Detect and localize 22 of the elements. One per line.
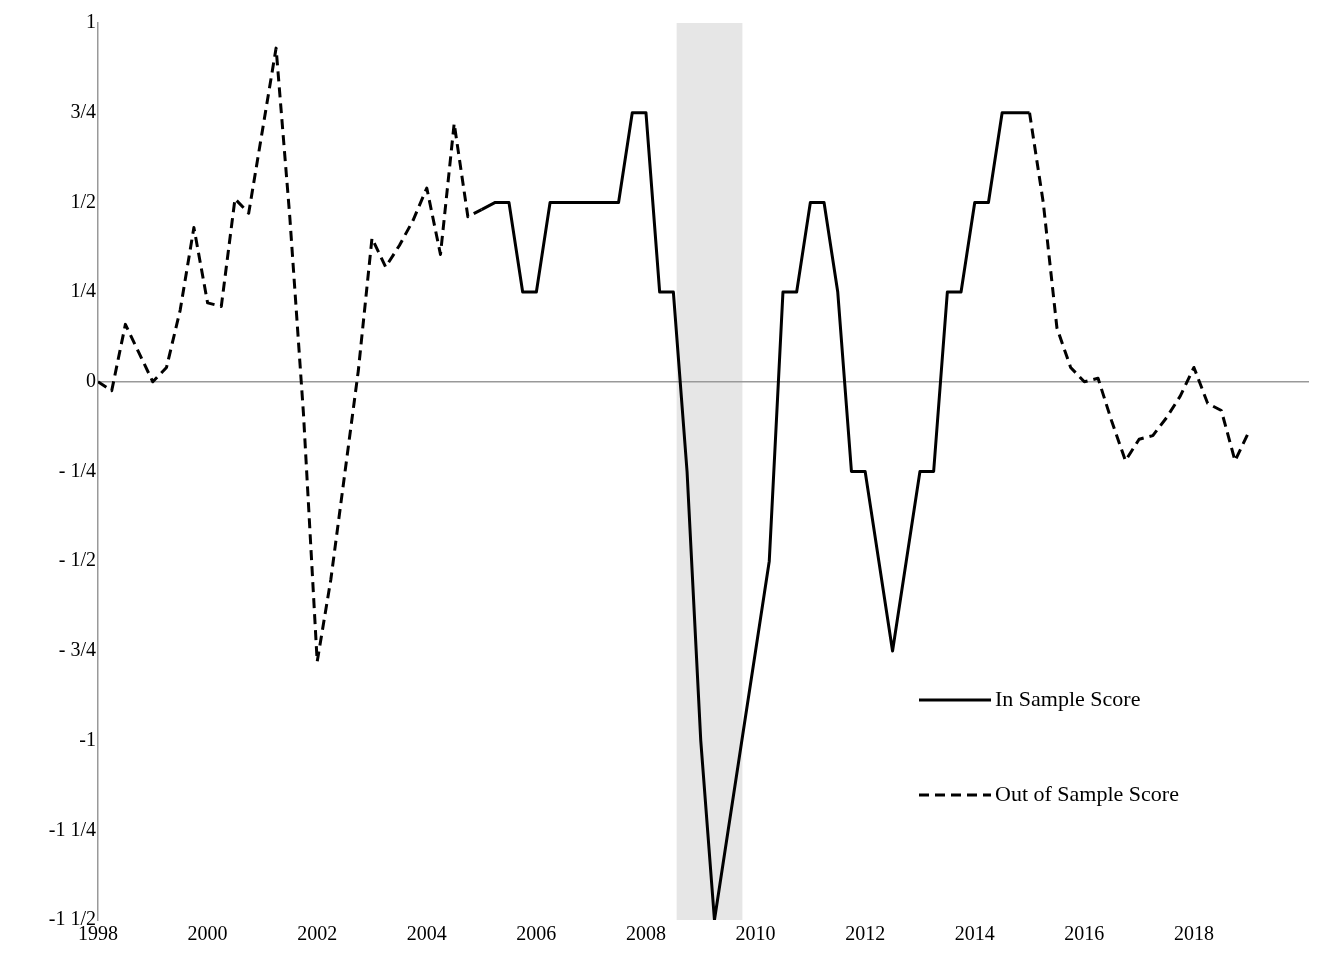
y-tick-label: 3/4 [70,99,96,122]
x-tick-label: 2014 [954,922,995,945]
legend-label: In Sample Score [995,685,1141,711]
y-tick-label: 1 [86,10,96,33]
x-tick-label: 2006 [516,922,557,945]
y-tick-label: 1/2 [70,189,96,212]
legend-label: Out of Sample Score [995,780,1179,806]
y-tick-label: 1/4 [70,279,96,302]
x-tick-label: 2016 [1064,922,1105,945]
x-tick-label: 2010 [735,922,776,945]
y-tick-label: 0 [86,369,96,392]
y-tick-label: - 3/4 [58,638,96,661]
y-tick-label: -1 [79,727,96,750]
x-tick-label: 2000 [187,922,228,945]
y-tick-label: - 1/2 [58,548,96,571]
x-tick-label: 2004 [406,922,447,945]
y-tick-label: - 1/4 [58,458,96,481]
x-tick-label: 2018 [1173,922,1214,945]
x-tick-label: 2002 [297,922,338,945]
x-tick-label: 2012 [845,922,886,945]
y-tick-label: -1 1/4 [48,817,96,840]
x-tick-label: 2008 [625,922,666,945]
